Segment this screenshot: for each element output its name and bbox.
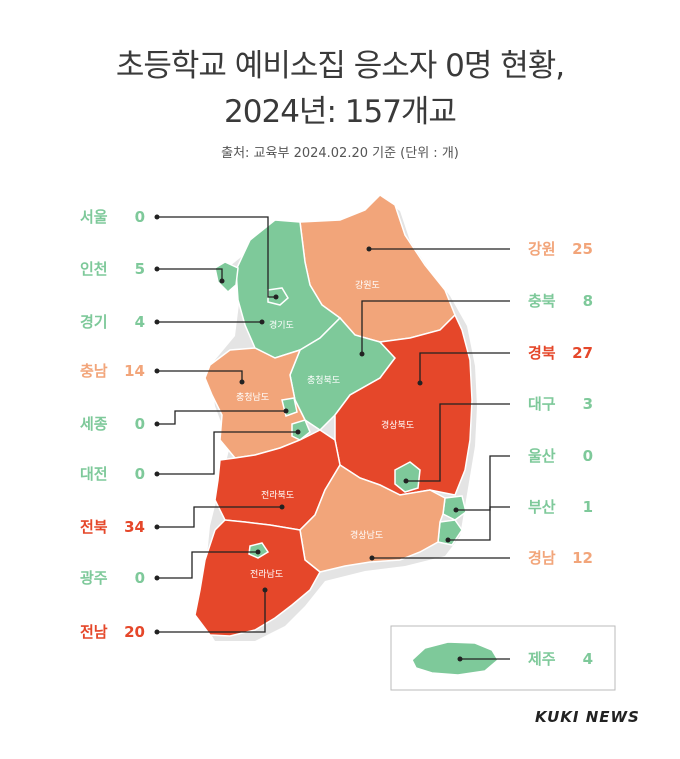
- label-daegu-value: 3: [583, 395, 593, 413]
- leader-incheon: [157, 268, 223, 280]
- label-daegu-name: 대구: [528, 395, 556, 413]
- leader-chungnam: [157, 370, 243, 381]
- label-gwangju-name: 광주: [80, 569, 108, 587]
- leader-dot: [273, 294, 279, 300]
- label-daejeon-name: 대전: [80, 465, 108, 483]
- label-gwangju-value: 0: [135, 569, 145, 587]
- label-jeju-name: 제주: [528, 650, 556, 668]
- map-label-gyeonggi: 경기도: [269, 319, 294, 331]
- leader-dot: [417, 380, 423, 386]
- label-gyeongbuk-value: 27: [572, 344, 593, 362]
- label-gyeongnam-name: 경남: [528, 549, 556, 567]
- map-label-chungnam: 충청남도: [236, 392, 269, 403]
- label-ulsan-name: 울산: [528, 447, 556, 465]
- leader-dot: [154, 575, 160, 581]
- label-jeonnam-name: 전남: [80, 623, 108, 641]
- label-ulsan-value: 0: [583, 447, 593, 465]
- leader-sejong: [157, 410, 286, 425]
- leader-dot: [154, 214, 160, 220]
- region-daejeon: [291, 419, 311, 441]
- leader-jeonnam: [157, 590, 266, 633]
- label-sejong-name: 세종: [80, 415, 108, 433]
- leader-dot: [295, 429, 301, 435]
- label-incheon-value: 5: [135, 260, 145, 278]
- map-label-gyeongnam: 경상남도: [350, 529, 383, 541]
- leader-dot: [369, 555, 375, 561]
- label-chungbuk-value: 8: [583, 292, 593, 310]
- label-jeonnam-value: 20: [124, 623, 145, 641]
- leader-chungbuk: [361, 300, 510, 354]
- leader-dot: [359, 351, 365, 357]
- leader-dot: [154, 524, 160, 530]
- leader-dot: [453, 507, 459, 513]
- label-seoul-value: 0: [135, 208, 145, 226]
- label-gyeongbuk-name: 경북: [528, 344, 556, 362]
- label-busan-value: 1: [583, 498, 593, 516]
- label-gangwon-name: 강원: [528, 240, 556, 258]
- leader-dot: [279, 504, 285, 510]
- leader-dot: [366, 246, 372, 252]
- map-label-gangwon: 강원도: [355, 280, 380, 291]
- leader-gyeongbuk: [419, 352, 510, 383]
- region-jeonnam: [194, 519, 321, 637]
- map-label-chungbuk: 충청북도: [307, 375, 340, 386]
- label-gyeonggi-name: 경기: [80, 313, 108, 331]
- map-label-jeonbuk: 전라북도: [261, 490, 294, 501]
- leader-dot: [259, 319, 265, 325]
- leader-dot: [283, 408, 289, 414]
- label-daejeon-value: 0: [135, 465, 145, 483]
- label-jeonbuk-value: 34: [124, 518, 145, 536]
- leader-lines: [157, 216, 510, 660]
- label-busan-name: 부산: [528, 498, 556, 516]
- title-line-1: 초등학교 예비소집 응소자 0명 현황,: [115, 48, 565, 84]
- region-daegu: [394, 461, 421, 493]
- label-chungnam-value: 14: [124, 362, 145, 380]
- map-label-jeonnam: 전라남도: [250, 569, 283, 580]
- leader-daejeon: [157, 431, 298, 475]
- label-chungnam-name: 충남: [80, 362, 108, 380]
- leader-dots: [154, 214, 463, 662]
- title-line-2: 2024년: 157개교: [224, 94, 457, 130]
- map-label-gyeongbuk: 경상북도: [381, 419, 414, 431]
- label-gyeonggi-value: 4: [135, 313, 145, 331]
- leader-dot: [255, 549, 261, 555]
- leader-daegu: [406, 403, 510, 482]
- leader-dot: [154, 629, 160, 635]
- leader-gwangju: [157, 551, 258, 579]
- leader-dot: [154, 421, 160, 427]
- label-incheon-name: 인천: [80, 260, 108, 278]
- label-chungbuk-name: 충북: [528, 292, 556, 310]
- label-gyeongnam-value: 12: [572, 549, 593, 567]
- label-jeonbuk-name: 전북: [80, 518, 108, 536]
- leader-dot: [154, 471, 160, 477]
- kuki-news-logo: KUKI NEWS: [535, 708, 640, 726]
- leader-dot: [262, 587, 268, 593]
- leader-dot: [154, 368, 160, 374]
- leader-dot: [219, 278, 225, 284]
- leader-ulsan: [456, 455, 510, 511]
- leader-dot: [154, 266, 160, 272]
- region-incheon: [214, 261, 239, 294]
- leader-dot: [457, 656, 463, 662]
- leader-dot: [154, 319, 160, 325]
- leader-dot: [239, 379, 245, 385]
- region-jeju: [411, 641, 499, 676]
- source-note: 출처: 교육부 2024.02.20 기준 (단위 : 개): [221, 146, 459, 161]
- leader-dot: [445, 537, 451, 543]
- leader-seoul: [157, 216, 276, 298]
- label-seoul-name: 서울: [80, 208, 108, 226]
- leader-dot: [403, 478, 409, 484]
- leader-jeonbuk: [157, 506, 282, 528]
- leader-busan: [448, 506, 510, 541]
- label-jeju-value: 4: [583, 650, 593, 668]
- label-sejong-value: 0: [135, 415, 145, 433]
- label-gangwon-value: 25: [572, 240, 593, 258]
